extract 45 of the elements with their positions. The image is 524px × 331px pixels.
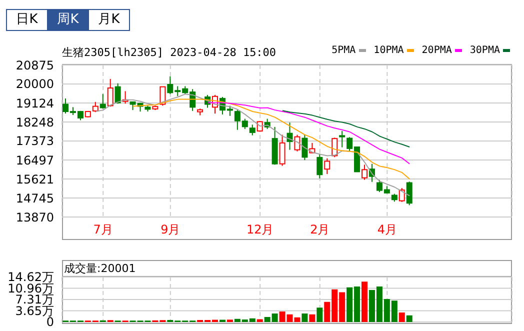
x-tick-label: 7月 <box>93 222 113 237</box>
candlestick <box>279 134 286 166</box>
x-tick-label: 4月 <box>377 222 397 237</box>
bar <box>302 313 308 322</box>
legend-label: 30PMA <box>470 45 501 56</box>
y-tick-label: 14.62万 <box>8 270 54 284</box>
y-tick-label: 13870 <box>16 210 54 224</box>
legend-label: 5PMA <box>332 45 357 56</box>
bar <box>362 282 368 322</box>
candlestick <box>406 181 412 206</box>
bar <box>309 314 316 322</box>
text: 日K <box>7 10 47 30</box>
y-tick-label: 16497 <box>16 153 54 168</box>
candlestick <box>316 153 323 179</box>
candlestick <box>302 134 308 161</box>
legend-label: 20PMA <box>422 45 453 56</box>
y-tick-label: 17373 <box>16 134 54 148</box>
bar <box>398 312 405 322</box>
y-tick-label: 18248 <box>16 115 54 130</box>
candlestick <box>339 130 346 148</box>
chart-title: 成交量:20001 <box>64 261 136 276</box>
candlestick <box>160 86 166 106</box>
text: 周K <box>47 10 88 30</box>
chart-title: 生猪2305[lh2305] 2023-04-28 15:00 <box>62 45 276 60</box>
candlestick <box>324 158 330 175</box>
y-tick-label: 19124 <box>16 96 54 110</box>
legend-label: 10PMA <box>374 45 405 56</box>
y-tick-label: 20875 <box>16 58 54 72</box>
candlestick <box>100 94 106 110</box>
y-tick-label: 20000 <box>16 77 54 92</box>
candlestick <box>398 187 405 202</box>
candlestick <box>362 164 368 180</box>
candlestick <box>249 124 256 136</box>
candlestick <box>294 134 300 152</box>
bar <box>316 308 323 322</box>
text: 月K <box>88 10 129 30</box>
line-series <box>282 110 410 148</box>
bar <box>406 315 412 322</box>
bar <box>256 319 263 322</box>
x-tick-label: 2月 <box>310 222 330 237</box>
x-tick-label: 9月 <box>160 222 180 237</box>
y-tick-label: 14745 <box>16 191 54 206</box>
x-tick-label: 12月 <box>246 222 274 237</box>
y-tick-label: 15621 <box>16 172 54 186</box>
candlestick <box>107 78 114 108</box>
